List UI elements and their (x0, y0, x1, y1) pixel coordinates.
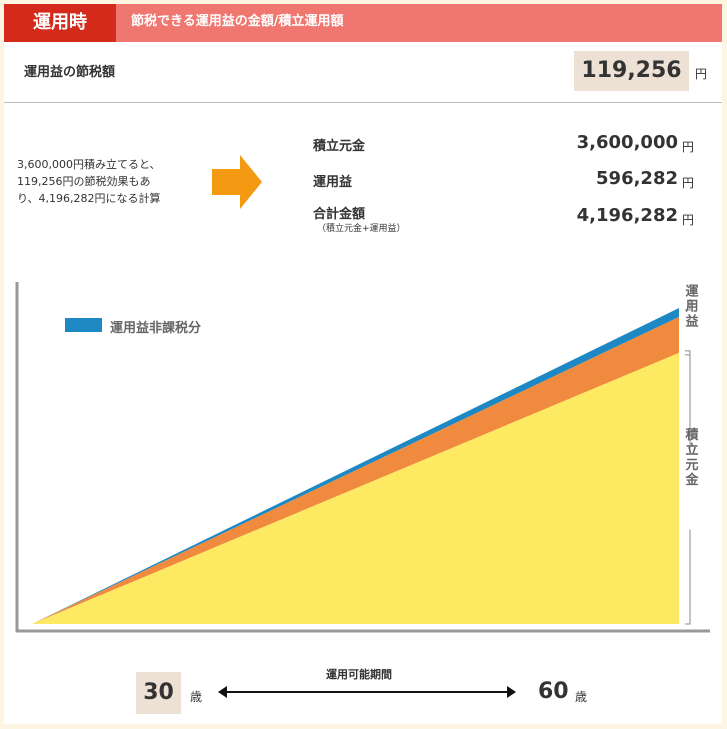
summary-line: り、4,196,282円になる計算 (17, 192, 161, 205)
tax-saving-unit: 円 (695, 67, 708, 81)
tax-saving-value: 119,256 (574, 51, 689, 91)
summary-line: 119,256円の節税効果もあ (17, 175, 151, 188)
arrow-right-icon (212, 155, 262, 209)
bracket-gain-label: 運用益 (683, 284, 700, 329)
legend-swatch-tax-free (65, 318, 102, 332)
result-total-unit: 円 (682, 213, 695, 227)
bracket-principal-label: 積立元金 (683, 427, 700, 488)
result-gain-value: 596,282 (596, 168, 678, 189)
header-bar: 運用時 節税できる運用益の金額/積立運用額 (4, 4, 722, 42)
result-principal-label: 積立元金 (313, 139, 366, 154)
area-gain (32, 317, 679, 624)
result-gain-label: 運用益 (313, 175, 353, 190)
double-arrow-icon (218, 686, 516, 698)
stacked-area-chart: 運用益 積立元金 (15, 282, 710, 633)
result-gain-unit: 円 (682, 176, 695, 190)
start-age-unit: 歳 (190, 690, 203, 704)
end-age: 60 (538, 679, 569, 704)
result-total-label: 合計金額 (313, 207, 366, 222)
period-label: 運用可能期間 (326, 668, 392, 681)
bracket-principal (685, 354, 691, 625)
mode-tag: 運用時 (4, 4, 116, 42)
summary-line: 3,600,000円積み立てると、 (17, 158, 161, 171)
result-total-sublabel: （積立元金+運用益） (317, 224, 406, 234)
result-principal-unit: 円 (682, 140, 695, 154)
tax-saving-panel: 運用時 節税できる運用益の金額/積立運用額 運用益の節税額 119,256 円 … (4, 4, 722, 724)
start-age: 30 (136, 672, 181, 714)
divider (4, 102, 722, 103)
result-total-value: 4,196,282 (576, 205, 678, 226)
end-age-unit: 歳 (575, 690, 588, 704)
summary-description: 3,600,000円積み立てると、 119,256円の節税効果もあ り、4,19… (17, 156, 197, 207)
result-principal-value: 3,600,000 (576, 132, 678, 153)
legend-label-tax-free: 運用益非課税分 (110, 321, 202, 336)
area-tax-free (32, 308, 679, 624)
area-principal (32, 352, 679, 624)
header-title: 節税できる運用益の金額/積立運用額 (131, 14, 344, 29)
tax-saving-label: 運用益の節税額 (24, 65, 116, 80)
